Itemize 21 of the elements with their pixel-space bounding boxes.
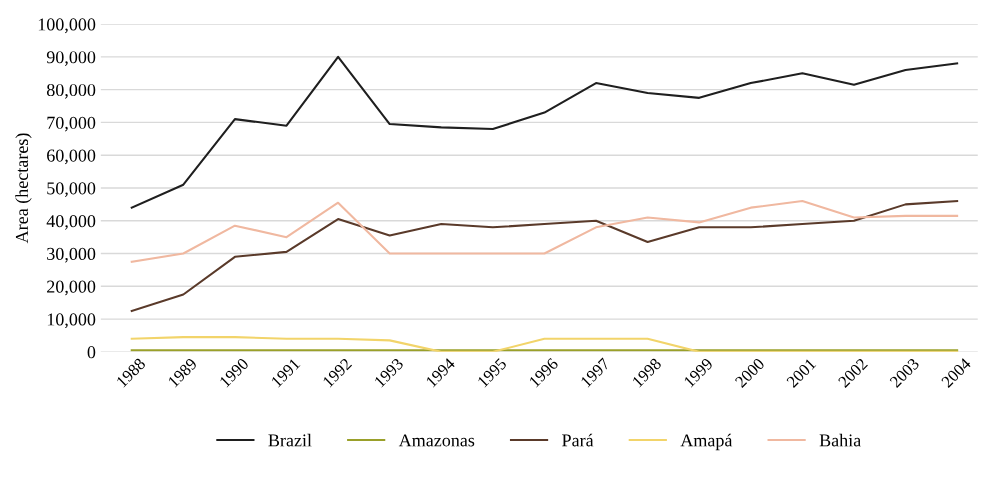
- y-tick-label: 10,000: [47, 313, 96, 329]
- y-tick-label: 60,000: [47, 149, 96, 165]
- y-tick-label: 40,000: [46, 215, 96, 230]
- legend-label: Bahia: [819, 433, 861, 447]
- line-series: [130, 200, 959, 263]
- y-tick-label: 90,000: [46, 51, 96, 66]
- line-series: [130, 200, 959, 312]
- y-tick-label: 20,000: [47, 280, 96, 296]
- legend-label: Brazil: [268, 433, 312, 447]
- y-tick-label: 70,000: [47, 116, 96, 132]
- x-tick-label: 1990: [219, 357, 250, 388]
- y-tick-label: 30,000: [47, 247, 96, 263]
- legend-label: Amazonas: [398, 434, 475, 447]
- y-axis-title: Area (hectares): [15, 133, 32, 244]
- y-tick-label: 80,000: [46, 83, 96, 99]
- y-tick-label: 100,000: [38, 18, 96, 34]
- line-series: [130, 55, 959, 209]
- legend-label: Pará: [562, 433, 594, 447]
- y-tick-label: 0: [87, 346, 96, 359]
- y-tick-label: 50,000: [47, 182, 96, 198]
- legend-label: Amapá: [680, 433, 733, 451]
